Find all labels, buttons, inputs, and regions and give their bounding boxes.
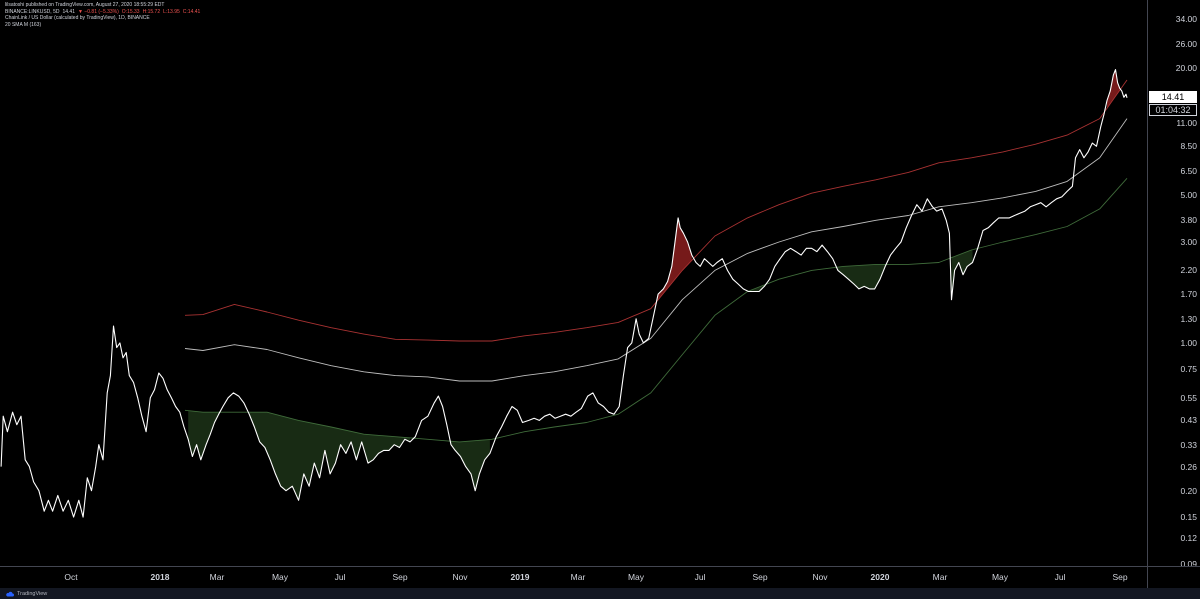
price-tick-label: 0.12 xyxy=(1180,532,1197,543)
mid-band-line xyxy=(184,118,1128,382)
upper-band-line xyxy=(184,79,1128,342)
time-tick-label: Jul xyxy=(334,572,346,582)
time-tick-label: Sep xyxy=(392,572,408,582)
price-tick-label: 1.00 xyxy=(1180,337,1197,348)
axis-corner xyxy=(1147,566,1200,589)
bar-countdown-label: 01:04:32 xyxy=(1149,104,1197,116)
open-value: O:15.33 xyxy=(121,8,140,15)
price-tick-label: 34.00 xyxy=(1175,14,1197,24)
last-price-label: 14.41 xyxy=(1149,91,1197,103)
time-axis[interactable]: Oct 2018 Mar May Jul Sep Nov 2019 Mar May Jul Sep No… xyxy=(0,566,1147,589)
price-tick-label: 2.20 xyxy=(1180,265,1197,276)
price-tick-label: 0.26 xyxy=(1180,461,1197,472)
price-tick-label: 11.00 xyxy=(1176,117,1197,128)
price-tick-label: 5.00 xyxy=(1180,190,1197,200)
symbol-name: BINANCE:LINKUSD, 5D xyxy=(5,8,60,15)
time-tick-label: May xyxy=(271,572,289,582)
time-tick-label: Jul xyxy=(694,572,706,582)
chart-plot-area[interactable] xyxy=(0,0,1147,566)
above-band-fill xyxy=(658,217,692,300)
price-line xyxy=(0,69,1128,518)
time-tick-label: 2018 xyxy=(150,572,170,582)
symbol-info: BINANCE:LINKUSD, 5D 14.41 ▼ −0.81 (−5.33%)… xyxy=(5,9,203,16)
price-change: ▼ −0.81 (−5.33%) xyxy=(77,8,119,15)
price-tick-label: 0.09 xyxy=(1180,559,1197,569)
footer-bar: TradingView xyxy=(0,588,1200,599)
time-tick-label: May xyxy=(991,572,1009,582)
price-tick-label: 20.00 xyxy=(1175,62,1197,73)
below-band-fill xyxy=(837,264,886,289)
time-tick-label: Oct xyxy=(64,572,78,582)
chart-header: lilsatoshi published on TradingView.com,… xyxy=(5,2,203,28)
high-value: H:15.72 xyxy=(142,8,161,15)
last-price-text: 14.41 xyxy=(62,8,75,15)
price-tick-label: 0.33 xyxy=(1180,439,1197,450)
time-tick-label: 2020 xyxy=(870,572,890,582)
time-tick-label: Nov xyxy=(812,572,828,582)
below-band-fill xyxy=(951,249,973,300)
lower-band-line xyxy=(184,178,1128,443)
below-band-fill xyxy=(451,439,490,491)
price-tick-label: 3.80 xyxy=(1180,215,1197,226)
publish-info: lilsatoshi published on TradingView.com,… xyxy=(5,2,165,8)
time-tick-label: Mar xyxy=(209,572,225,582)
low-value: L:13.95 xyxy=(163,8,180,15)
time-tick-label: Mar xyxy=(932,572,948,582)
time-tick-label: Mar xyxy=(570,572,586,582)
price-chart xyxy=(0,69,1128,518)
time-tick-label: May xyxy=(627,572,645,582)
below-band-fill xyxy=(249,412,410,501)
price-tick-label: 1.30 xyxy=(1180,313,1197,324)
time-tick-label: Jul xyxy=(1054,572,1066,582)
series-description: ChainLink / US Dollar (calculated by Tra… xyxy=(5,15,150,22)
price-tick-label: 0.43 xyxy=(1180,415,1197,426)
price-tick-label: 0.75 xyxy=(1180,364,1197,375)
time-tick-label: Sep xyxy=(1112,572,1128,582)
brand-name: TradingView xyxy=(17,590,48,597)
price-tick-label: 0.55 xyxy=(1180,392,1197,403)
time-tick-label: Nov xyxy=(452,572,468,582)
time-tick-label: 2019 xyxy=(510,572,530,582)
price-axis[interactable]: 34.0026.0020.0015.0011.008.506.505.003.8… xyxy=(1147,0,1200,569)
cloud-icon xyxy=(6,591,14,597)
below-band-fill xyxy=(188,410,219,460)
price-tick-label: 8.50 xyxy=(1180,141,1197,152)
price-tick-label: 26.00 xyxy=(1175,38,1197,49)
price-tick-label: 1.70 xyxy=(1180,289,1197,300)
close-value: C:14.41 xyxy=(182,8,201,15)
time-tick-label: Sep xyxy=(752,572,768,582)
price-tick-label: 0.20 xyxy=(1180,485,1197,496)
price-tick-label: 0.15 xyxy=(1180,512,1197,523)
tradingview-logo[interactable]: TradingView xyxy=(6,589,47,598)
price-tick-label: 6.50 xyxy=(1180,166,1197,176)
price-tick-label: 3.00 xyxy=(1180,237,1197,247)
indicator-legend: 20 SMA M (163) xyxy=(5,21,42,28)
